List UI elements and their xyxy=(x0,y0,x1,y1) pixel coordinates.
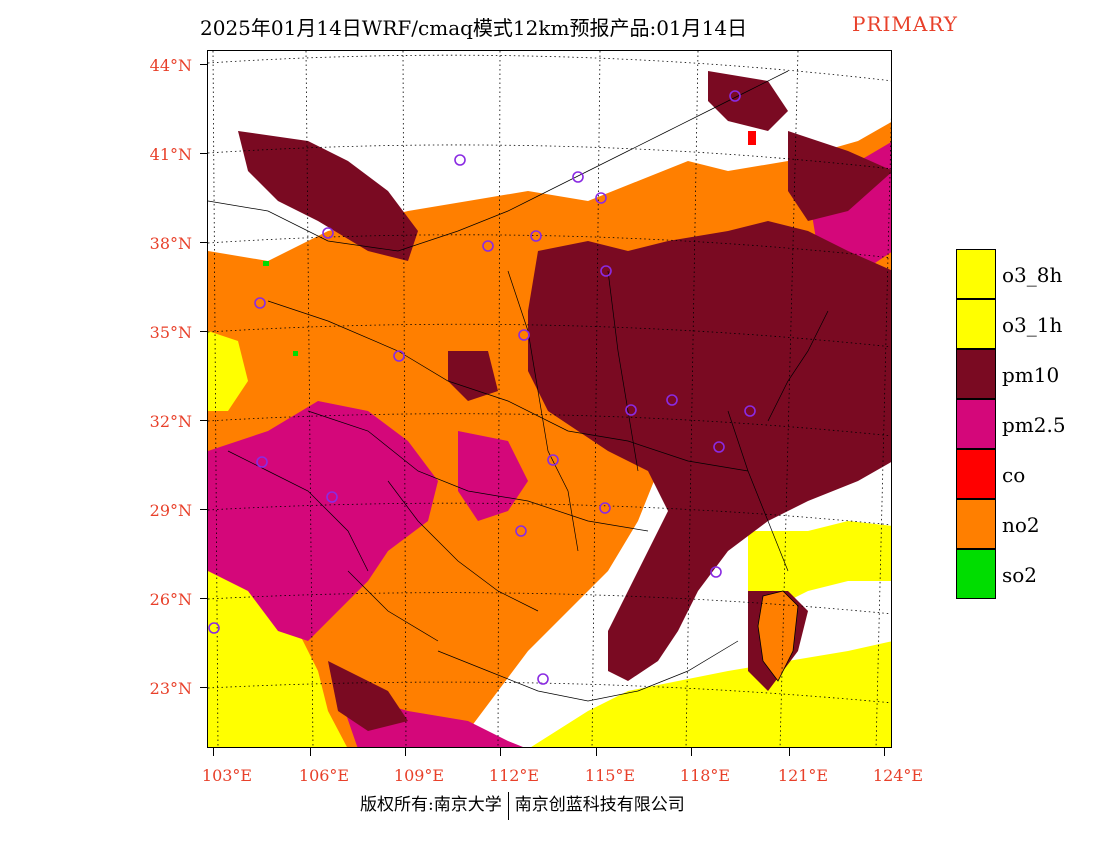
legend-item-pm10: pm10 xyxy=(956,349,1096,399)
lat-label-29: 29°N xyxy=(149,501,192,520)
lat-label-26: 26°N xyxy=(149,590,192,609)
lat-label-23: 23°N xyxy=(149,679,192,698)
copyright-left: 版权所有:南京大学 xyxy=(360,795,502,815)
legend-label: pm10 xyxy=(1002,363,1060,387)
legend-swatch xyxy=(956,299,996,349)
legend: o3_8h o3_1h pm10 pm2.5 co no2 so2 xyxy=(956,249,1096,599)
legend-item-no2: no2 xyxy=(956,499,1096,549)
lon-label-118: 118°E xyxy=(679,766,731,785)
footer-separator xyxy=(507,791,509,820)
y-tick xyxy=(200,509,207,510)
lon-label-106: 106°E xyxy=(298,766,350,785)
lon-label-115: 115°E xyxy=(584,766,636,785)
legend-swatch xyxy=(956,399,996,449)
title-row: 2025年01月14日WRF/cmaq模式12km预报产品:01月14日 PRI… xyxy=(0,12,1100,42)
lon-label-112: 112°E xyxy=(488,766,540,785)
legend-swatch xyxy=(956,499,996,549)
legend-item-co: co xyxy=(956,449,1096,499)
x-tick xyxy=(884,748,885,756)
lat-label-35: 35°N xyxy=(149,323,192,342)
primary-tag: PRIMARY xyxy=(852,12,958,36)
legend-item-so2: so2 xyxy=(956,549,1096,599)
copyright-footer: 版权所有:南京大学 南京创蓝科技有限公司 xyxy=(360,790,685,820)
x-tick xyxy=(500,748,501,756)
x-tick xyxy=(213,748,214,756)
lat-label-38: 38°N xyxy=(149,234,192,253)
map-canvas xyxy=(208,51,891,747)
x-tick xyxy=(405,748,406,756)
legend-item-o3-8h: o3_8h xyxy=(956,249,1096,299)
y-tick xyxy=(200,242,207,243)
legend-label: co xyxy=(1002,463,1026,487)
y-tick xyxy=(200,420,207,421)
lon-label-109: 109°E xyxy=(393,766,445,785)
legend-item-pm25: pm2.5 xyxy=(956,399,1096,449)
legend-label: o3_8h xyxy=(1002,263,1063,287)
y-tick xyxy=(200,687,207,688)
lon-label-103: 103°E xyxy=(201,766,253,785)
x-tick xyxy=(691,748,692,756)
legend-swatch xyxy=(956,349,996,399)
legend-swatch xyxy=(956,449,996,499)
legend-swatch xyxy=(956,549,996,599)
y-tick xyxy=(200,153,207,154)
x-tick xyxy=(789,748,790,756)
lon-label-124: 124°E xyxy=(872,766,924,785)
legend-label: so2 xyxy=(1002,563,1038,587)
y-tick xyxy=(200,64,207,65)
y-tick xyxy=(200,598,207,599)
lat-label-41: 41°N xyxy=(149,145,192,164)
map-title: 2025年01月14日WRF/cmaq模式12km预报产品:01月14日 xyxy=(200,16,748,40)
lat-label-32: 32°N xyxy=(149,412,192,431)
legend-label: no2 xyxy=(1002,513,1040,537)
legend-label: o3_1h xyxy=(1002,313,1063,337)
lat-label-44: 44°N xyxy=(149,56,192,75)
x-tick xyxy=(596,748,597,756)
pollutant-map xyxy=(207,50,892,748)
x-tick xyxy=(310,748,311,756)
copyright-right: 南京创蓝科技有限公司 xyxy=(514,795,685,815)
legend-item-o3-1h: o3_1h xyxy=(956,299,1096,349)
lon-label-121: 121°E xyxy=(777,766,829,785)
legend-swatch xyxy=(956,249,996,299)
y-tick xyxy=(200,331,207,332)
legend-label: pm2.5 xyxy=(1002,413,1066,437)
